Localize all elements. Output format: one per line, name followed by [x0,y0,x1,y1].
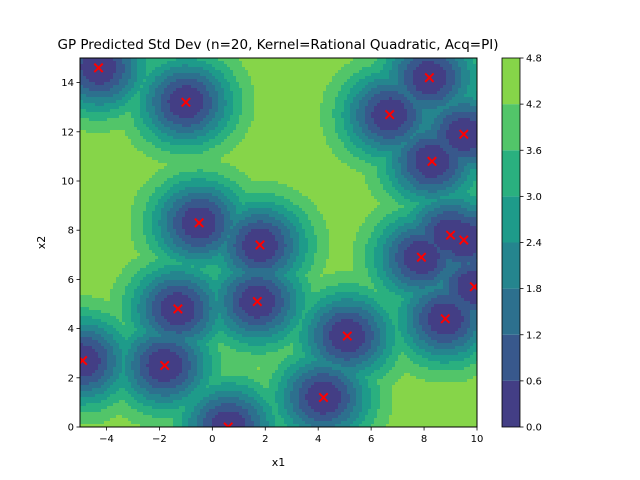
sample-point [469,281,477,292]
x-axis: −4 −2 0 2 4 6 8 10 [99,427,483,445]
colorbar-tick-label: 4.8 [526,54,542,65]
colorbar-band [502,104,520,151]
plot-frame [79,57,478,428]
sample-point [252,296,263,307]
colorbar-band [502,334,520,381]
x-tick-label: 6 [368,434,374,445]
chart-title: GP Predicted Std Dev (n=20, Kernel=Ratio… [58,37,499,53]
x-tick-label: 0 [209,434,215,445]
sample-point [180,97,191,108]
sample-point [194,217,205,228]
y-tick-label: 8 [68,226,74,237]
x-axis-label: x1 [272,456,286,469]
colorbar-tick-label: 2.4 [526,238,542,249]
colorbar-band [502,150,520,197]
y-tick-label: 4 [68,324,74,335]
sample-point [458,235,469,245]
sample-point [384,109,395,120]
x-tick-label: 2 [262,434,268,445]
sample-point [416,252,427,263]
sample-points [80,62,477,427]
x-tick-label: −4 [99,434,114,445]
colorbar-band [502,196,520,243]
sample-point [424,72,435,83]
y-tick-label: 10 [61,177,74,188]
y-tick-label: 14 [61,78,74,89]
sample-point [93,62,104,73]
colorbar-tick-label: 3.0 [526,192,542,203]
colorbar-tick-label: 4.2 [526,100,542,111]
colorbar-band [502,380,520,427]
y-tick-label: 12 [61,127,74,138]
sample-point [427,156,437,167]
sample-point [223,422,234,427]
x-tick-label: −2 [152,434,167,445]
colorbar-band [502,242,520,289]
sample-point [159,360,170,371]
sample-point [440,313,451,324]
sample-point [80,355,88,366]
x-tick-label: 10 [471,434,484,445]
colorbar-tick-label: 0.0 [526,423,542,434]
sample-point [342,331,353,341]
y-tick-label: 2 [68,373,74,384]
colorbar-band [502,58,520,105]
x-tick-label: 8 [421,434,427,445]
colorbar-tick-label: 0.6 [526,376,542,387]
sample-point [173,304,183,314]
sample-point [458,129,469,140]
colorbar-tick-label: 3.6 [526,146,542,157]
colorbar-tick-label: 1.8 [526,284,542,295]
y-axis: 0 2 4 6 8 10 12 14 [61,78,80,434]
sample-point [445,230,456,241]
colorbar-tick-label: 1.2 [526,330,542,341]
colorbar: 0.0 0.6 1.2 1.8 2.4 3.0 3.6 4.2 4.8 [501,54,542,434]
sample-point [255,240,265,250]
y-axis-label: x2 [35,236,48,250]
x-tick-label: 4 [315,434,321,445]
sample-point [318,392,329,403]
y-tick-label: 0 [68,423,74,434]
plot-area [80,58,477,427]
colorbar-band [502,288,520,335]
y-tick-label: 6 [68,275,74,286]
